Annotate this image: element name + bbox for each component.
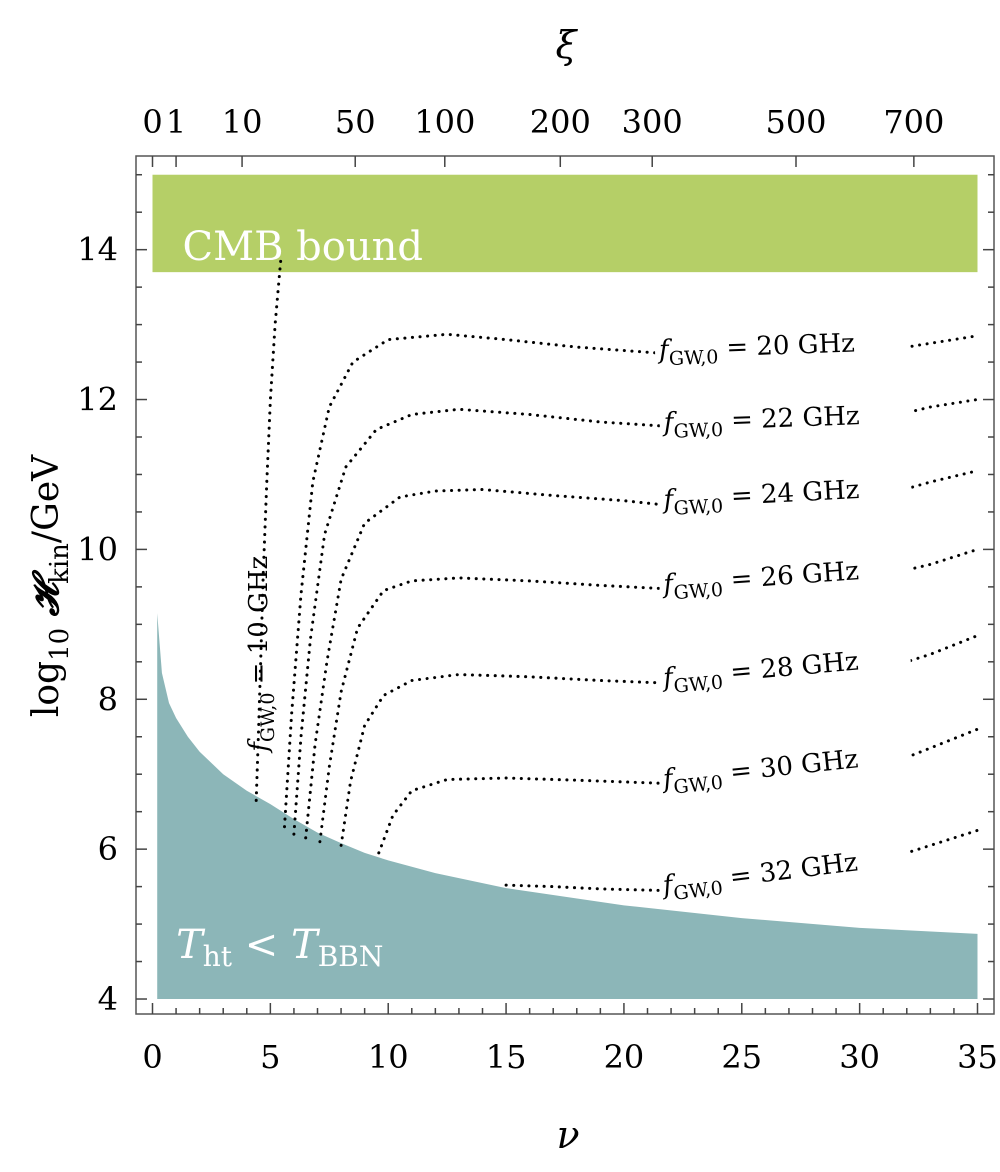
label-30ghz-bg	[657, 737, 912, 801]
y-tick-label: 8	[98, 680, 118, 718]
top-tick-label: 1	[166, 103, 186, 141]
label-20ghz: fGW,0 = 20 GHz	[654, 325, 908, 371]
x-tick-label: 25	[721, 1038, 762, 1076]
x-tick-label: 5	[260, 1038, 280, 1076]
y-tick-label: 4	[98, 980, 118, 1018]
plot-frame	[135, 155, 995, 1015]
cmb-bound-label: CMB bound	[183, 224, 424, 270]
label-30ghz: fGW,0 = 30 GHz	[657, 737, 912, 801]
x-tick-label: 0	[142, 1038, 162, 1076]
top-tick-label: 200	[530, 103, 591, 141]
ticks-layer	[136, 156, 994, 1014]
label-26ghz: fGW,0 = 26 GHz	[658, 551, 913, 606]
curve-f-gw-0-24-ghz	[304, 469, 979, 840]
curve-f-gw-0-26-ghz	[318, 547, 979, 844]
y-axis-title: log10 𝓗kin/GeV	[25, 454, 75, 717]
label-24ghz: fGW,0 = 24 GHz	[658, 471, 913, 521]
label-32ghz-bg	[657, 840, 912, 907]
x-tick-label: 35	[957, 1038, 998, 1076]
label-22ghz-bg	[659, 398, 913, 444]
label-28ghz-bg	[657, 641, 913, 699]
y-tick-label: 10	[77, 530, 118, 568]
regions-layer	[152, 174, 978, 1000]
cmb-bound-region	[152, 174, 978, 273]
top-tick-label: 0	[142, 103, 162, 141]
y-tick-label: 12	[77, 381, 118, 419]
x-tick-label: 20	[604, 1038, 645, 1076]
x-axis-title: ν	[556, 1113, 579, 1157]
label-24ghz-bg	[658, 471, 913, 521]
label-22ghz-text: fGW,0 = 22 GHz	[661, 401, 860, 443]
label-32ghz: fGW,0 = 32 GHz	[657, 840, 912, 907]
bbn-excluded-region	[157, 613, 978, 1000]
top-axis-title: ξ	[556, 23, 579, 67]
curve-f-gw-0-20-ghz	[283, 332, 979, 829]
label-26ghz-bg	[658, 551, 913, 606]
x-tick-label: 30	[839, 1038, 880, 1076]
x-tick-label: 15	[486, 1038, 527, 1076]
curve-f-gw-0-10-ghz	[254, 255, 283, 802]
label-10ghz: fGW,0 = 10 GHz	[244, 556, 279, 754]
x-tick-label: 10	[368, 1038, 409, 1076]
label-20ghz-text: fGW,0 = 20 GHz	[656, 328, 855, 370]
y-tick-label: 6	[98, 830, 118, 868]
label-20ghz-bg	[654, 325, 908, 371]
label-24ghz-text: fGW,0 = 24 GHz	[661, 475, 861, 520]
top-tick-label: 100	[414, 103, 475, 141]
top-tick-label: 700	[883, 103, 944, 141]
top-tick-label: 300	[622, 103, 683, 141]
bbn-region-label: Tht < TBBN	[176, 922, 383, 973]
top-tick-label: 500	[765, 103, 826, 141]
top-tick-label: 10	[222, 103, 263, 141]
label-22ghz: fGW,0 = 22 GHz	[659, 398, 913, 444]
top-tick-label: 50	[335, 103, 376, 141]
label-10ghz-text: fGW,0 = 10 GHz	[244, 556, 279, 754]
y-tick-label: 14	[77, 231, 118, 269]
curve-f-gw-0-28-ghz	[339, 634, 979, 847]
label-28ghz: fGW,0 = 28 GHz	[657, 641, 913, 699]
labels-layer: CMB bound Tht < TBBN fGW,0 = 10 GHz fGW,0 =…	[176, 224, 913, 973]
